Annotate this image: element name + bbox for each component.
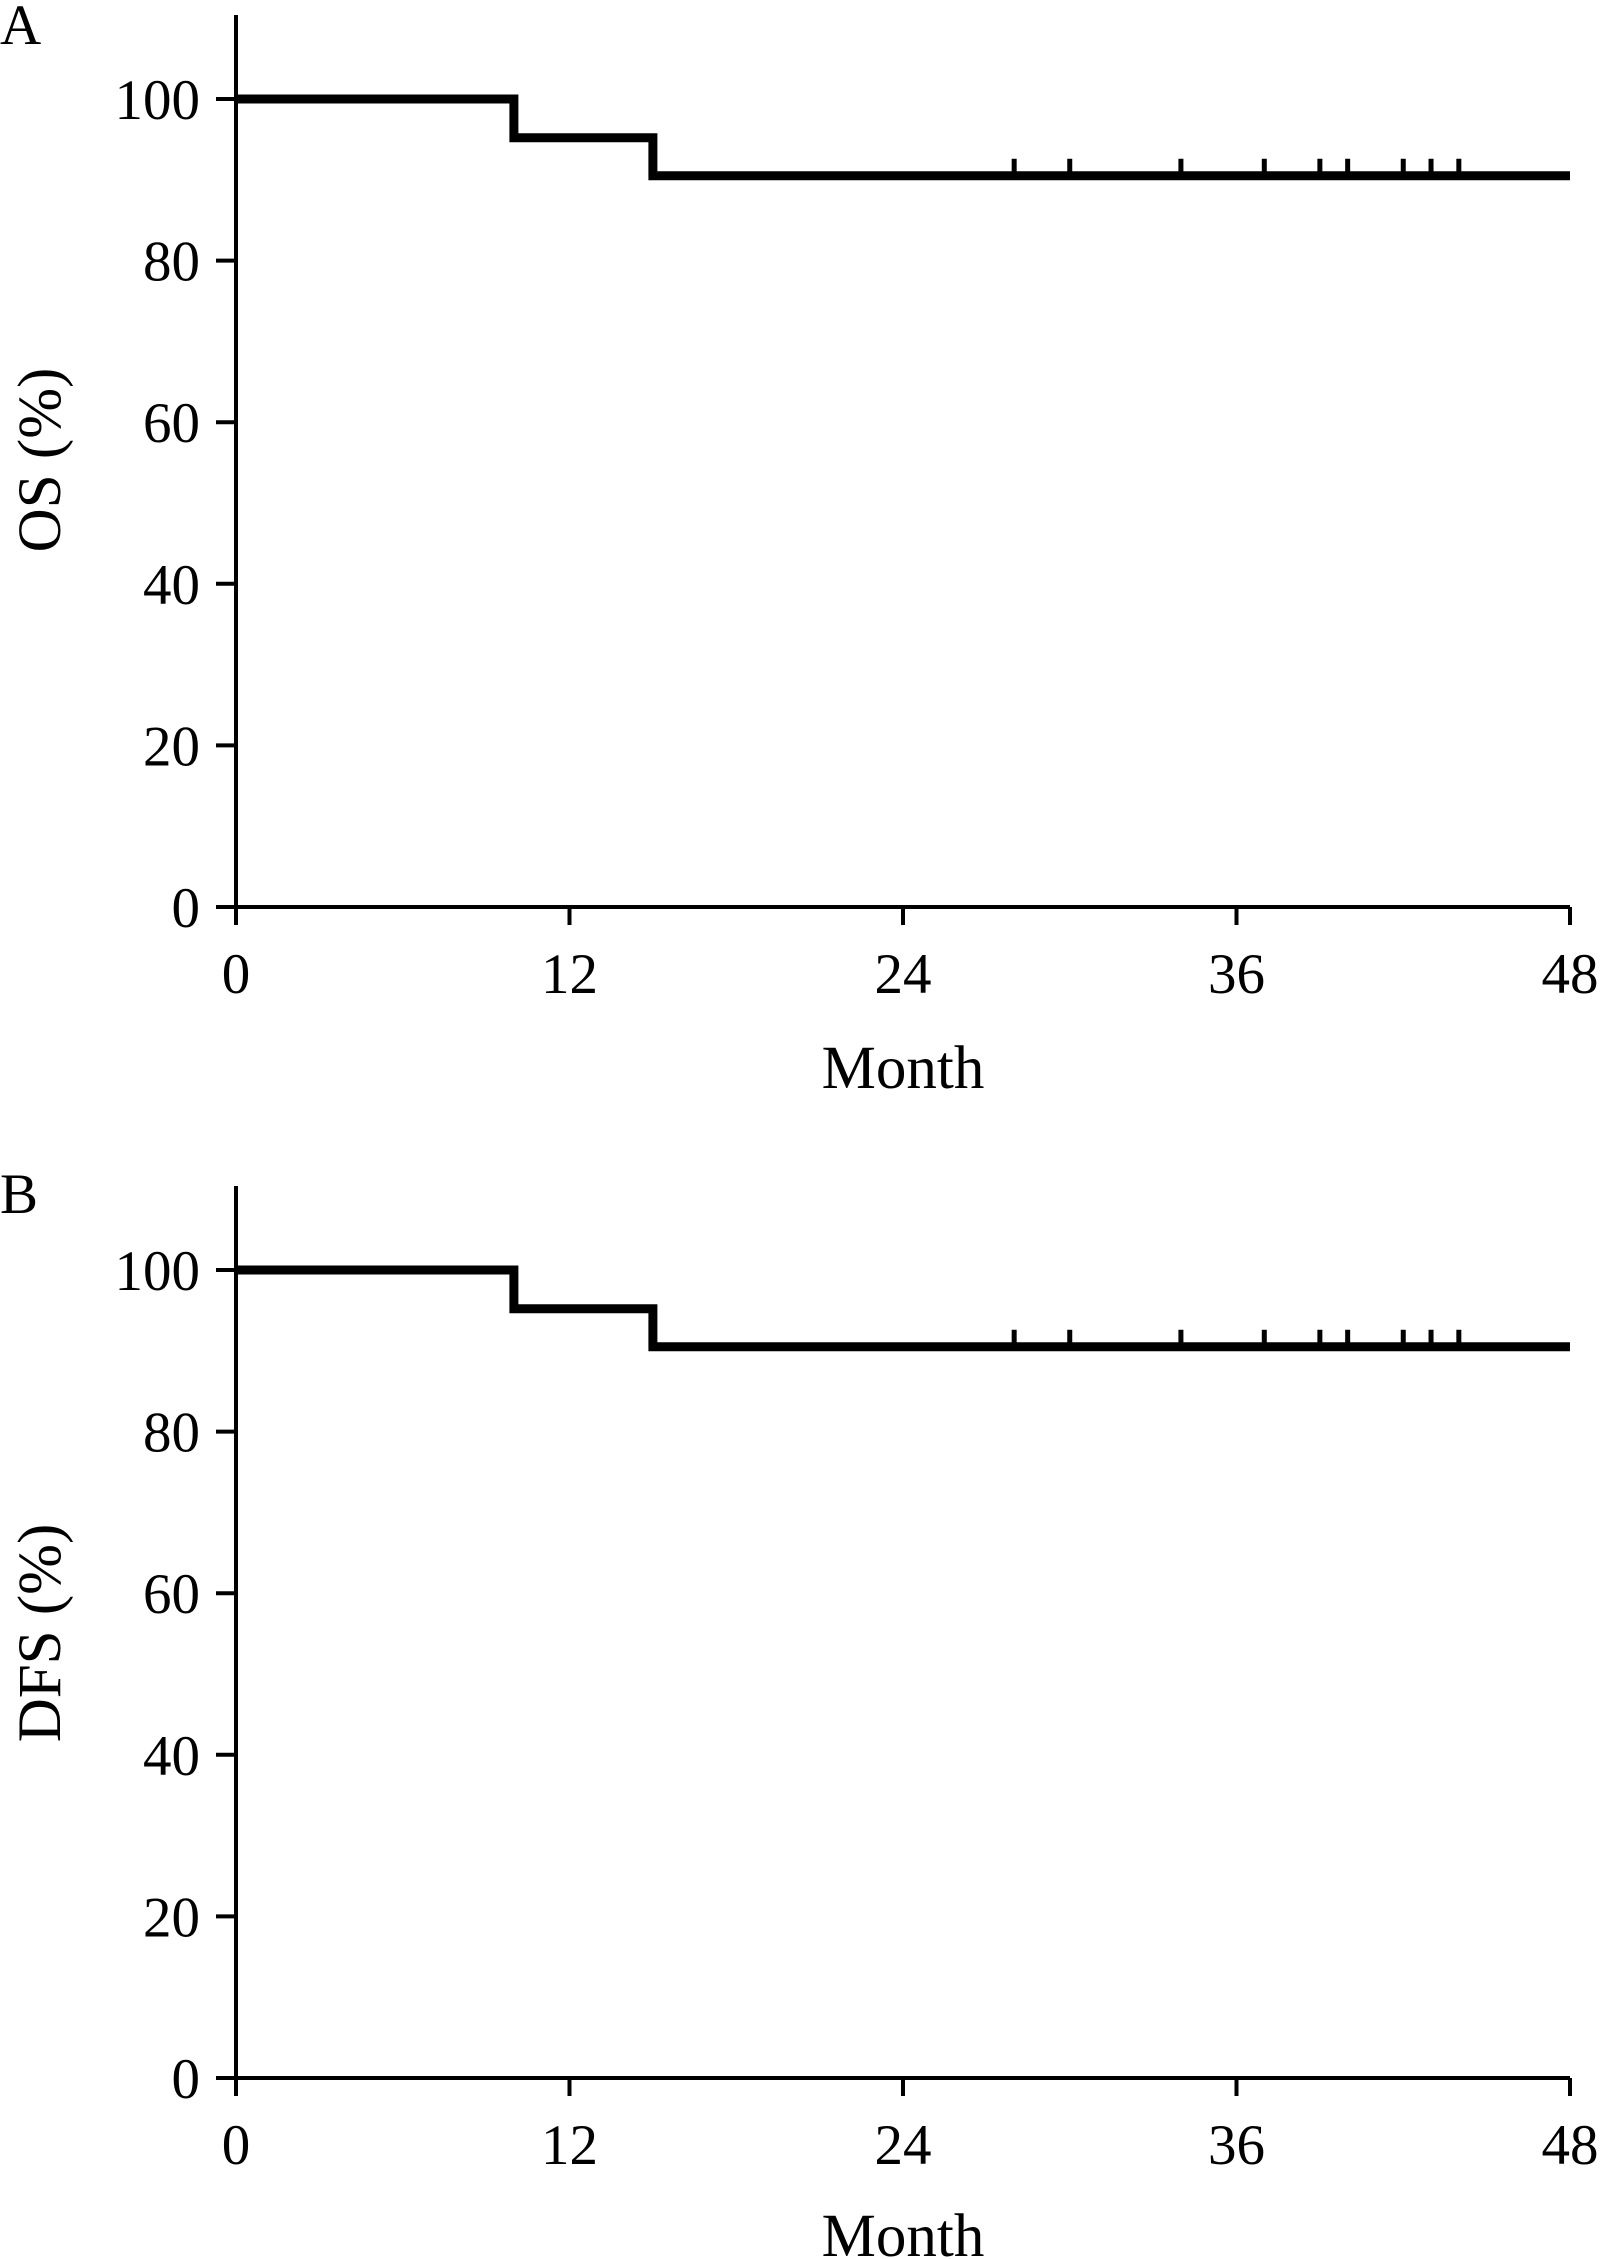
survival-curve <box>236 1265 1570 1352</box>
y-tick-label: 0 <box>172 2048 201 2111</box>
x-tick-label: 24 <box>875 2114 932 2177</box>
survival-curves <box>236 94 1570 181</box>
x-ticks: 0 12 24 36 48 <box>222 907 1599 1006</box>
y-tick-label: 100 <box>115 1240 201 1303</box>
y-tick-label: 80 <box>143 231 200 294</box>
y-tick-label: 40 <box>143 554 200 617</box>
x-tick-label: 24 <box>875 943 932 1006</box>
x-tick-label: 48 <box>1542 2114 1599 2177</box>
x-tick-label: 36 <box>1208 943 1265 1006</box>
survival-curves <box>236 1265 1570 1352</box>
y-ticks: 0 20 40 60 80 100 <box>115 1240 236 2111</box>
x-tick-label: 12 <box>541 2114 598 2177</box>
x-tick-label: 0 <box>222 943 251 1006</box>
panel-a: A 0 20 40 60 80 100 0 12 24 36 48 Month OS (%) <box>0 0 1599 1102</box>
x-tick-label: 12 <box>541 943 598 1006</box>
x-tick-label: 48 <box>1542 943 1599 1006</box>
y-tick-label: 60 <box>143 392 200 455</box>
y-ticks: 0 20 40 60 80 100 <box>115 69 236 940</box>
y-tick-label: 40 <box>143 1725 200 1788</box>
x-axis-label: Month <box>822 2203 985 2259</box>
x-tick-label: 0 <box>222 2114 251 2177</box>
survival-curve <box>236 94 1570 181</box>
x-axis-label: Month <box>822 1035 985 1102</box>
y-tick-label: 20 <box>143 715 200 778</box>
y-tick-label: 0 <box>172 877 201 940</box>
y-tick-label: 100 <box>115 69 201 132</box>
panel-b: B 0 20 40 60 80 100 0 12 24 36 48 Month DFS (%) <box>0 1163 1599 2259</box>
y-tick-label: 80 <box>143 1402 200 1465</box>
x-tick-label: 36 <box>1208 2114 1265 2177</box>
y-tick-label: 20 <box>143 1886 200 1949</box>
panel-label: B <box>0 1163 38 1226</box>
y-axis-label: OS (%) <box>7 368 74 553</box>
x-ticks: 0 12 24 36 48 <box>222 2078 1599 2177</box>
panel-label: A <box>0 0 41 57</box>
y-axis-label: DFS (%) <box>7 1524 74 1743</box>
y-tick-label: 60 <box>143 1563 200 1626</box>
